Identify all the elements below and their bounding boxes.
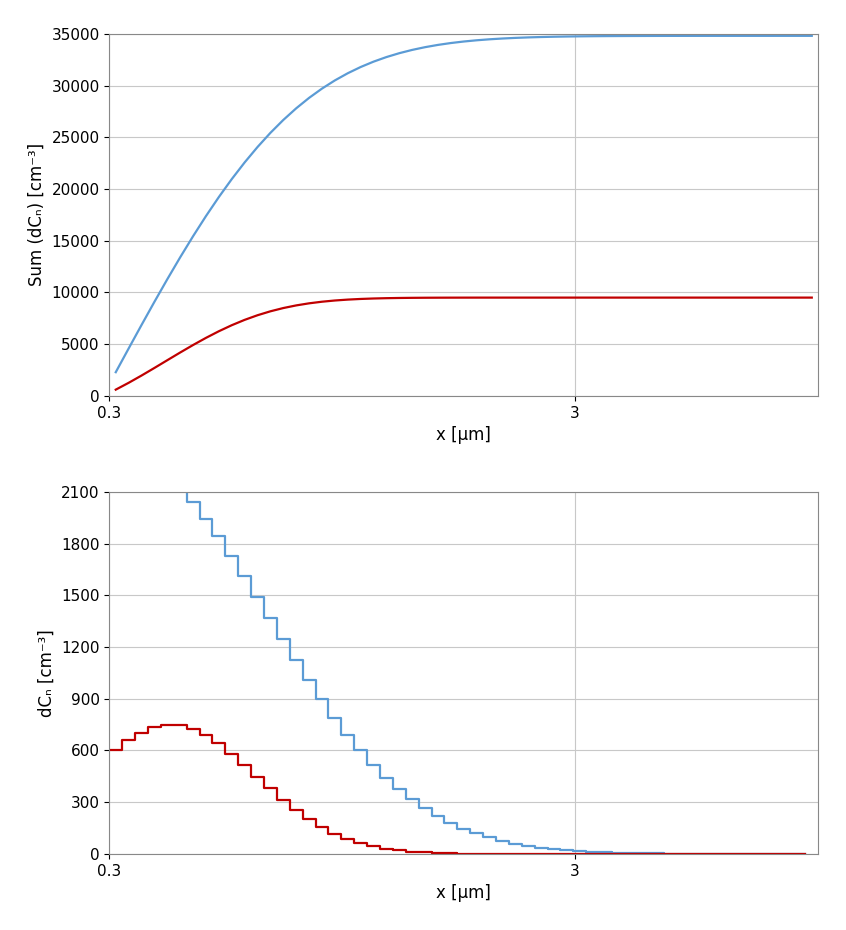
Y-axis label: Sum (dCₙ) [cm⁻³]: Sum (dCₙ) [cm⁻³] <box>28 143 46 286</box>
X-axis label: x [μm]: x [μm] <box>437 426 492 445</box>
X-axis label: x [μm]: x [μm] <box>437 884 492 902</box>
Y-axis label: dCₙ [cm⁻³]: dCₙ [cm⁻³] <box>37 629 56 717</box>
